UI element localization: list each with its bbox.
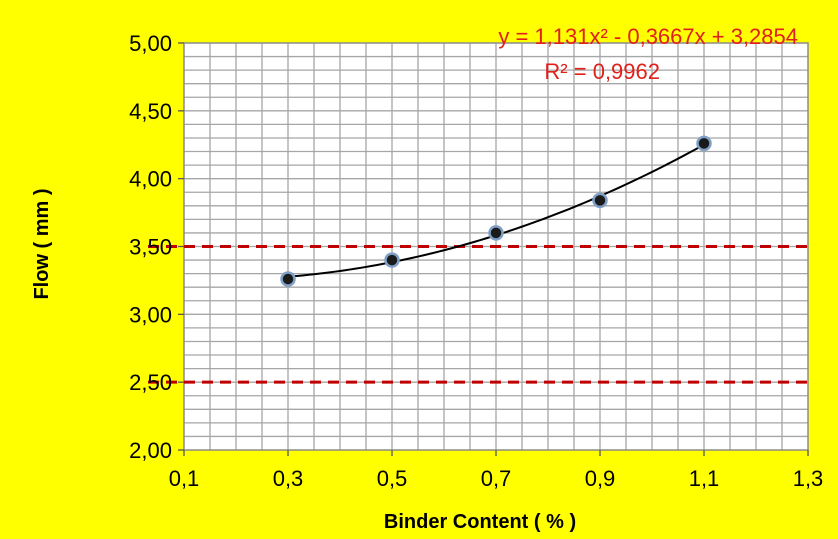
x-tick-label: 0,1 [169,466,200,491]
trendline-r-squared: R² = 0,9962 [544,59,660,84]
x-tick-label: 0,5 [377,466,408,491]
y-tick-label: 3,00 [129,302,172,327]
y-axis-title: Flow ( mm ) [31,188,53,299]
x-tick-label: 0,9 [585,466,616,491]
x-tick-label: 0,7 [481,466,512,491]
y-tick-label: 2,50 [129,370,172,395]
x-tick-label: 1,3 [793,466,824,491]
trendline-equation: y = 1,131x² - 0,3667x + 3,2854 [498,24,798,49]
y-tick-label: 2,00 [129,438,172,463]
x-axis-title: Binder Content ( % ) [384,511,576,533]
y-tick-label: 5,00 [129,31,172,56]
data-point [280,271,296,287]
x-tick-label: 0,3 [273,466,304,491]
y-tick-label: 4,50 [129,99,172,124]
data-point [592,192,608,209]
x-tick-label: 1,1 [689,466,720,491]
data-point [384,252,400,268]
data-point [488,225,504,241]
y-tick-label: 4,00 [129,167,172,192]
y-tick-label: 3,50 [129,235,172,260]
data-point [696,135,712,152]
tick-labels: 0,1 0,3 0,5 0,7 0,9 1,1 1,3 2,00 2,50 3,00 3,50 4,0… [129,31,823,491]
plot-area [148,42,809,456]
